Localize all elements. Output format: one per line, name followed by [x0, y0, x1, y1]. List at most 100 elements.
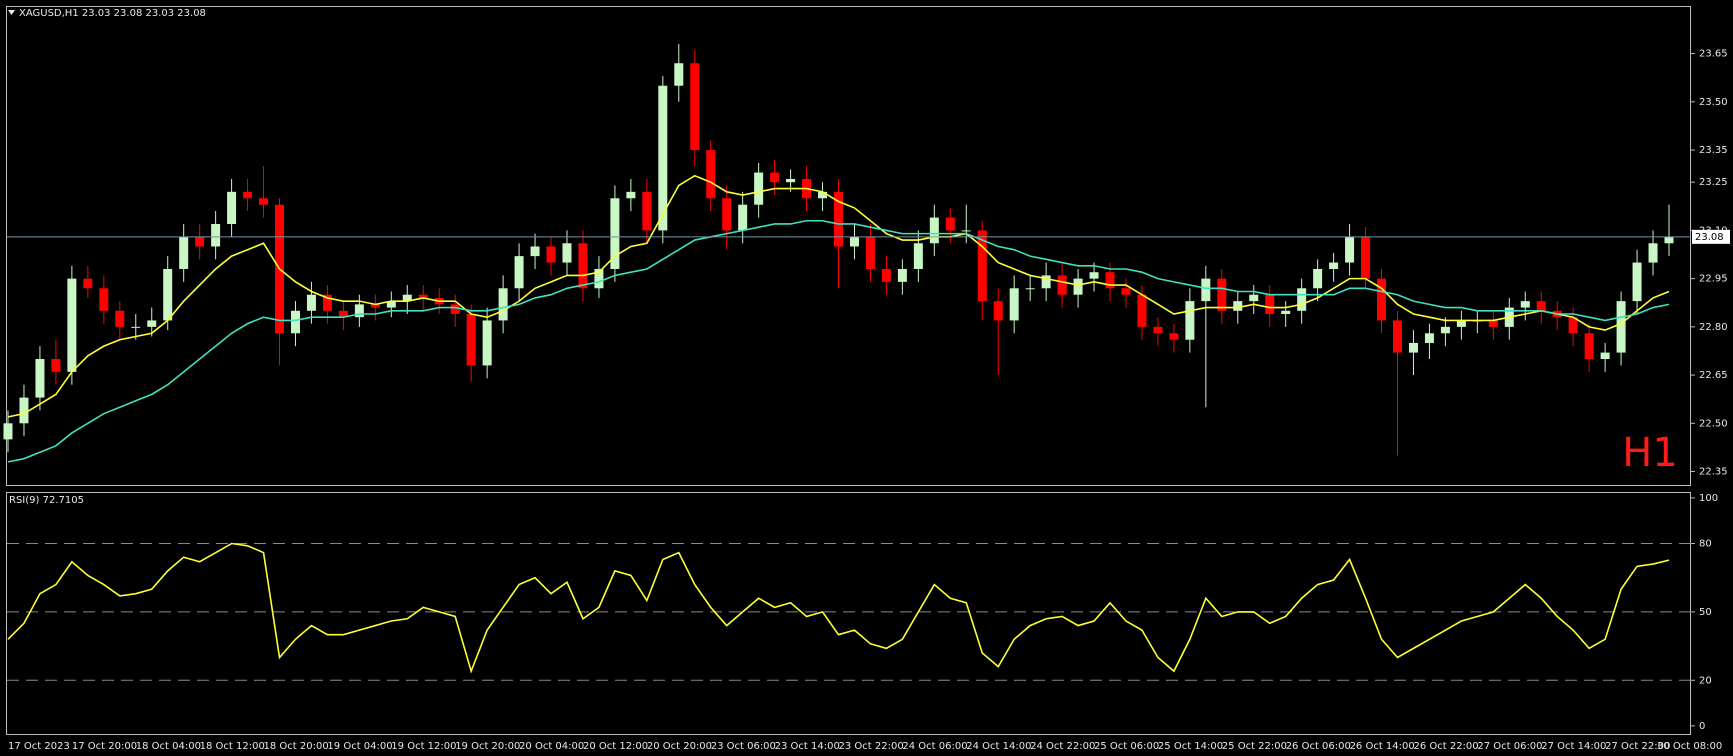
candle-body — [19, 397, 29, 424]
candle-body — [674, 63, 684, 86]
x-tick-label: 25 Oct 06:00 — [1094, 741, 1159, 752]
candle-body — [322, 294, 332, 311]
candle-body — [3, 423, 13, 440]
x-tick-label: 25 Oct 14:00 — [1158, 741, 1223, 752]
candle-body — [338, 310, 348, 318]
candle-body — [754, 172, 764, 205]
x-tick-label: 19 Oct 12:00 — [391, 741, 456, 752]
x-tick-label: 19 Oct 04:00 — [327, 741, 392, 752]
candle-body — [466, 313, 476, 366]
candle-body — [67, 278, 77, 372]
candle-body — [1408, 342, 1418, 353]
candle-body — [1089, 272, 1099, 279]
y-tick-label: 22.80 — [1699, 322, 1728, 333]
candle-body — [1377, 278, 1387, 321]
candle-body — [1329, 262, 1339, 269]
candle-body — [1217, 278, 1227, 311]
candle-body — [418, 294, 428, 298]
candle-body — [1520, 301, 1530, 308]
x-tick-label: 26 Oct 14:00 — [1350, 741, 1415, 752]
y-tick-label: 80 — [1699, 539, 1712, 550]
candle-body — [945, 217, 955, 231]
candle-body — [1201, 278, 1211, 302]
candle-body — [961, 230, 971, 232]
candle-body — [770, 172, 780, 183]
candle-body — [259, 198, 269, 205]
candle-body — [1025, 288, 1035, 290]
x-tick-label: 26 Oct 22:00 — [1413, 741, 1478, 752]
x-tick-label: 18 Oct 20:00 — [264, 741, 329, 752]
y-tick-label: 22.95 — [1699, 274, 1728, 285]
candle-body — [626, 191, 636, 199]
candle-body — [163, 268, 173, 321]
x-tick-label: 24 Oct 14:00 — [966, 741, 1031, 752]
timeframe-label: H1 — [1622, 430, 1678, 476]
candle-body — [1073, 278, 1083, 295]
candle-body — [147, 320, 157, 327]
x-tick-label: 24 Oct 06:00 — [902, 741, 967, 752]
candle-body — [1488, 320, 1498, 327]
candle-body — [498, 288, 508, 321]
x-tick-label: 24 Oct 22:00 — [1030, 741, 1095, 752]
x-tick-label: 23 Oct 06:00 — [711, 741, 776, 752]
x-tick-label: 25 Oct 22:00 — [1222, 741, 1287, 752]
x-tick-label: 26 Oct 06:00 — [1286, 741, 1351, 752]
candle-body — [865, 236, 875, 269]
candle-body — [402, 294, 412, 302]
candle-body — [897, 268, 907, 282]
candle-body — [1584, 333, 1594, 360]
candle-body — [1265, 294, 1275, 314]
x-tick-label: 17 Oct 2023 — [8, 741, 70, 752]
candle-body — [738, 204, 748, 231]
candle-body — [131, 326, 141, 328]
candle-body — [211, 223, 221, 247]
candle-body — [993, 301, 1003, 321]
x-tick-label: 30 Oct 08:00 — [1657, 741, 1722, 752]
menu-arrow[interactable] — [8, 10, 15, 15]
candle-body — [290, 310, 300, 334]
candle-body — [929, 217, 939, 244]
moving-average — [7, 174, 1670, 418]
y-tick-label: 23.50 — [1699, 97, 1728, 108]
chart-title: XAGUSD,H1 23.03 23.08 23.03 23.08 — [19, 8, 206, 19]
candle-body — [179, 236, 189, 269]
candle-body — [1057, 275, 1067, 295]
price-tag-label: 23.08 — [1695, 232, 1724, 243]
candle-body — [1169, 333, 1179, 340]
candle-body — [1233, 301, 1243, 311]
candle-body — [83, 278, 93, 289]
y-tick-label: 22.35 — [1699, 467, 1728, 478]
y-tick-label: 22.65 — [1699, 370, 1728, 381]
candle-body — [1616, 301, 1626, 353]
candle-body — [1424, 333, 1434, 343]
candle-body — [818, 191, 828, 199]
candle-body — [642, 191, 652, 231]
candle-body — [881, 268, 891, 282]
candle-body — [578, 243, 588, 289]
candle-body — [1536, 301, 1546, 311]
candle-body — [1568, 317, 1578, 334]
y-tick-label: 100 — [1699, 493, 1718, 504]
candle-body — [227, 191, 237, 224]
candle-body — [530, 246, 540, 257]
candle-body — [610, 198, 620, 269]
moving-average — [7, 219, 1670, 463]
candle-body — [1648, 243, 1658, 263]
y-tick-label: 23.25 — [1699, 177, 1728, 188]
candle-body — [706, 150, 716, 199]
candle-body — [1153, 326, 1163, 334]
candle-body — [450, 304, 460, 314]
candle-body — [1632, 262, 1642, 302]
candle-body — [1313, 268, 1323, 289]
candle-body — [690, 63, 700, 151]
x-tick-label: 19 Oct 20:00 — [455, 741, 520, 752]
x-tick-label: 18 Oct 12:00 — [200, 741, 265, 752]
candle-body — [99, 288, 109, 311]
candle-body — [834, 191, 843, 247]
price-tag — [1692, 229, 1730, 244]
y-tick-label: 23.65 — [1699, 49, 1728, 60]
y-tick-label: 22.50 — [1699, 418, 1728, 429]
y-tick-label: 50 — [1699, 607, 1712, 618]
